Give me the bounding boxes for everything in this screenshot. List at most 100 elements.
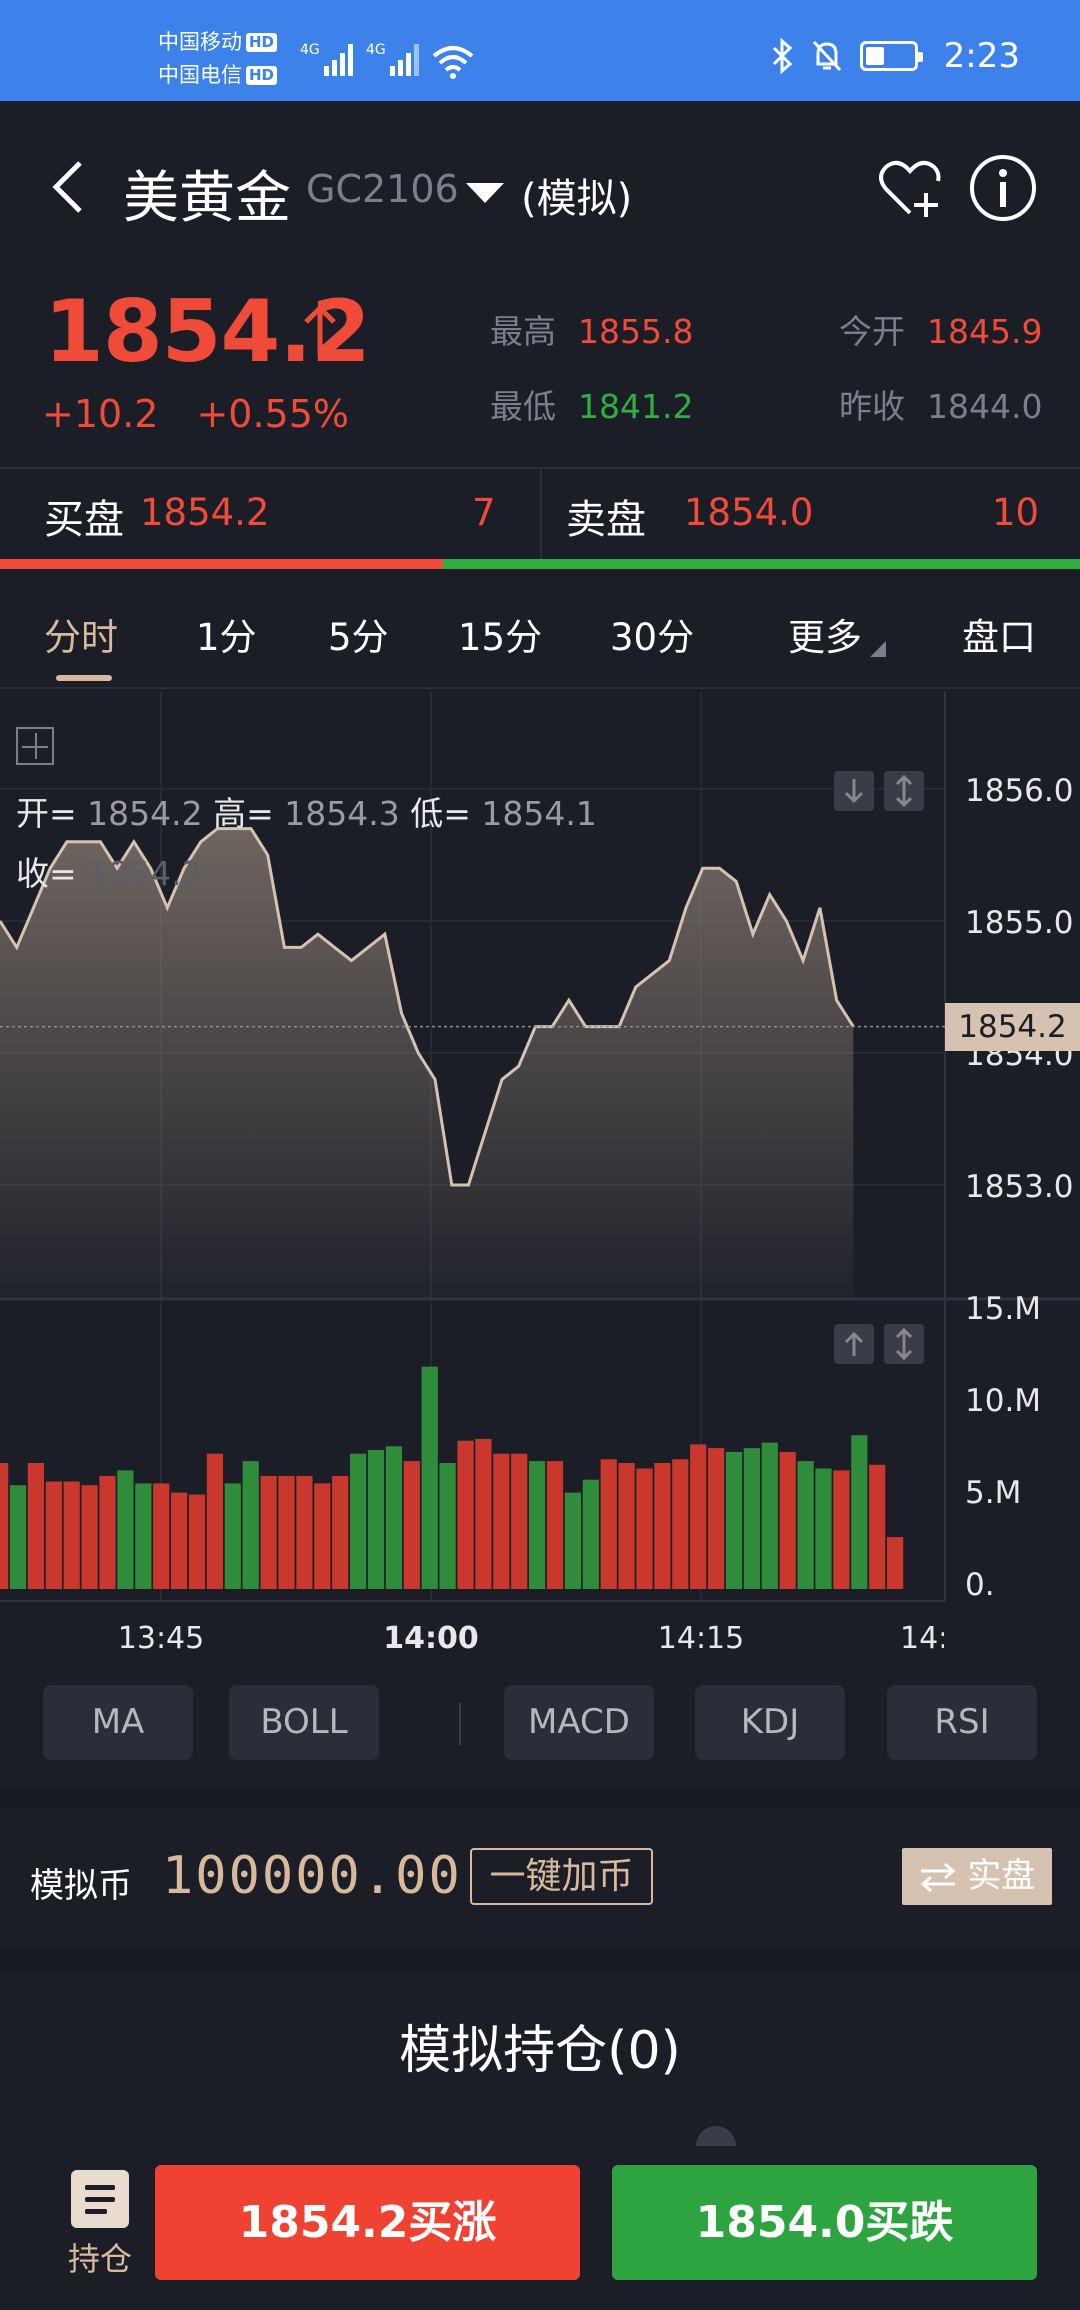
stat-label: 今开: [839, 312, 905, 351]
buy-long-button[interactable]: 1854.2买涨: [155, 2165, 580, 2280]
volume-bar: [278, 1475, 295, 1589]
contract-code[interactable]: GC2106: [306, 167, 459, 211]
volume-bar: [564, 1492, 581, 1589]
tab-indicator: [56, 675, 112, 681]
tab-more[interactable]: 更多: [788, 616, 862, 659]
zoom-in-arrow-icon[interactable]: [834, 1324, 874, 1364]
volume-bar: [260, 1475, 277, 1589]
change-percent: +0.55%: [196, 392, 350, 436]
volume-bar: [743, 1448, 760, 1589]
volume-bar: [99, 1475, 116, 1589]
stat-value: 1841.2: [578, 387, 694, 426]
volume-bar: [815, 1468, 832, 1589]
indicator-boll-button[interactable]: BOLL: [229, 1685, 379, 1760]
price-chart[interactable]: 开= 1854.2 高= 1854.3 低= 1854.1 收= 1854.2 …: [0, 691, 1080, 1711]
volume-bar: [672, 1459, 689, 1589]
stat-label: 最低: [490, 387, 556, 426]
stat-value: 1845.9: [927, 312, 1043, 351]
empty-placeholder-icon: [696, 2126, 736, 2146]
volume-bar: [242, 1461, 259, 1589]
chevron-down-icon[interactable]: [466, 183, 504, 203]
volume-bar: [725, 1451, 743, 1589]
switch-real-button[interactable]: 实盘: [902, 1848, 1052, 1905]
volume-bar: [27, 1463, 44, 1589]
volume-bar: [833, 1470, 850, 1589]
tab-timeshare[interactable]: 分时: [44, 616, 118, 659]
add-favorite-icon[interactable]: [876, 155, 944, 223]
zoom-out-arrow-icon[interactable]: [834, 771, 874, 811]
volume-bar: [403, 1461, 420, 1589]
volume-bar: [618, 1463, 635, 1589]
swap-arrows-icon: [920, 1862, 955, 1893]
volume-bar: [206, 1453, 223, 1589]
indicator-kdj-button[interactable]: KDJ: [695, 1685, 845, 1760]
bluetooth-icon: [772, 38, 792, 74]
tab-30min[interactable]: 30分: [610, 616, 695, 659]
tab-5min[interactable]: 5分: [328, 616, 389, 659]
x-tick: 14:28: [900, 1621, 944, 1656]
indicator-bar: MA BOLL MACD KDJ RSI: [0, 1685, 1080, 1775]
vol-y-tick: 15.M: [965, 1291, 1042, 1327]
info-icon[interactable]: [968, 153, 1038, 223]
expand-vertical-icon[interactable]: [884, 1324, 924, 1364]
holdings-button[interactable]: 持仓: [55, 2170, 145, 2280]
indicator-ma-button[interactable]: MA: [43, 1685, 193, 1760]
expand-vertical-icon[interactable]: [884, 771, 924, 811]
tab-1min[interactable]: 1分: [196, 616, 257, 659]
volume-bar: [493, 1453, 510, 1589]
add-coin-button[interactable]: 一键加币: [470, 1848, 653, 1905]
sell-short-button[interactable]: 1854.0买跌: [612, 2165, 1037, 2280]
bid-ask-ratio-bar: [0, 559, 1080, 569]
ohlc-label: 开=: [16, 794, 77, 833]
x-tick: 13:45: [117, 1621, 205, 1656]
volume-bar: [153, 1483, 170, 1589]
stat-open: 今开 1845.9: [839, 305, 1042, 353]
x-tick: 14:15: [657, 1621, 745, 1656]
crosshair-toggle-icon[interactable]: [16, 727, 54, 765]
stat-prev-close: 昨收 1844.0: [839, 380, 1042, 428]
volume-bar: [546, 1461, 564, 1589]
volume-bar: [224, 1483, 241, 1589]
carrier-2: 中国电信: [158, 63, 242, 87]
sim-coin-amount: 100000.00: [162, 1846, 462, 1906]
ohlc-value: 1854.2: [87, 794, 203, 833]
price-area: [0, 828, 854, 1299]
sim-coin-row: 模拟币 100000.00 一键加币 实盘: [0, 1808, 1080, 1948]
carrier-1: 中国移动: [158, 30, 242, 54]
price-line: [0, 827, 855, 1187]
nav-header: 美黄金 GC2106 (模拟): [0, 101, 1080, 271]
last-price: 1854.2: [44, 282, 371, 382]
period-tabs: 分时 1分 5分 15分 30分 更多 盘口: [0, 569, 1080, 689]
volume-bar: [385, 1446, 402, 1589]
volume-bar: [117, 1470, 134, 1589]
arrow-up-icon: [304, 304, 336, 354]
tab-15min[interactable]: 15分: [458, 616, 543, 659]
tab-orderbook[interactable]: 盘口: [962, 616, 1036, 659]
hd-badge: HD: [246, 33, 278, 52]
volume-bar: [851, 1435, 868, 1589]
stat-high: 最高 1855.8: [490, 305, 693, 353]
volume-bar: [45, 1481, 62, 1589]
sim-coin-label: 模拟币: [30, 1866, 132, 1906]
y-tick: 1853.0: [965, 1169, 1074, 1205]
list-icon: [71, 2170, 129, 2228]
indicator-macd-button[interactable]: MACD: [504, 1685, 654, 1760]
ask-price: 1854.0: [684, 491, 814, 534]
chart-canvas[interactable]: [0, 691, 1080, 1681]
bid-qty: 7: [472, 491, 496, 534]
back-arrow-icon[interactable]: [48, 157, 88, 217]
switch-real-label: 实盘: [967, 1856, 1036, 1896]
ohlc-value: 1854.2: [87, 854, 203, 893]
change-value: +10.2: [42, 392, 159, 436]
vol-y-tick: 10.M: [965, 1383, 1042, 1419]
volume-bar: [421, 1366, 438, 1589]
network-type: 4G: [300, 42, 320, 58]
instrument-title[interactable]: 美黄金: [123, 166, 291, 231]
volume-bar: [600, 1459, 617, 1589]
x-tick: 14:00: [383, 1621, 479, 1656]
volume-bar: [367, 1450, 385, 1589]
ask-ratio: [442, 559, 1080, 569]
more-dropdown-icon: [870, 641, 886, 657]
y-tick: 1855.0: [965, 905, 1074, 941]
indicator-rsi-button[interactable]: RSI: [887, 1685, 1037, 1760]
